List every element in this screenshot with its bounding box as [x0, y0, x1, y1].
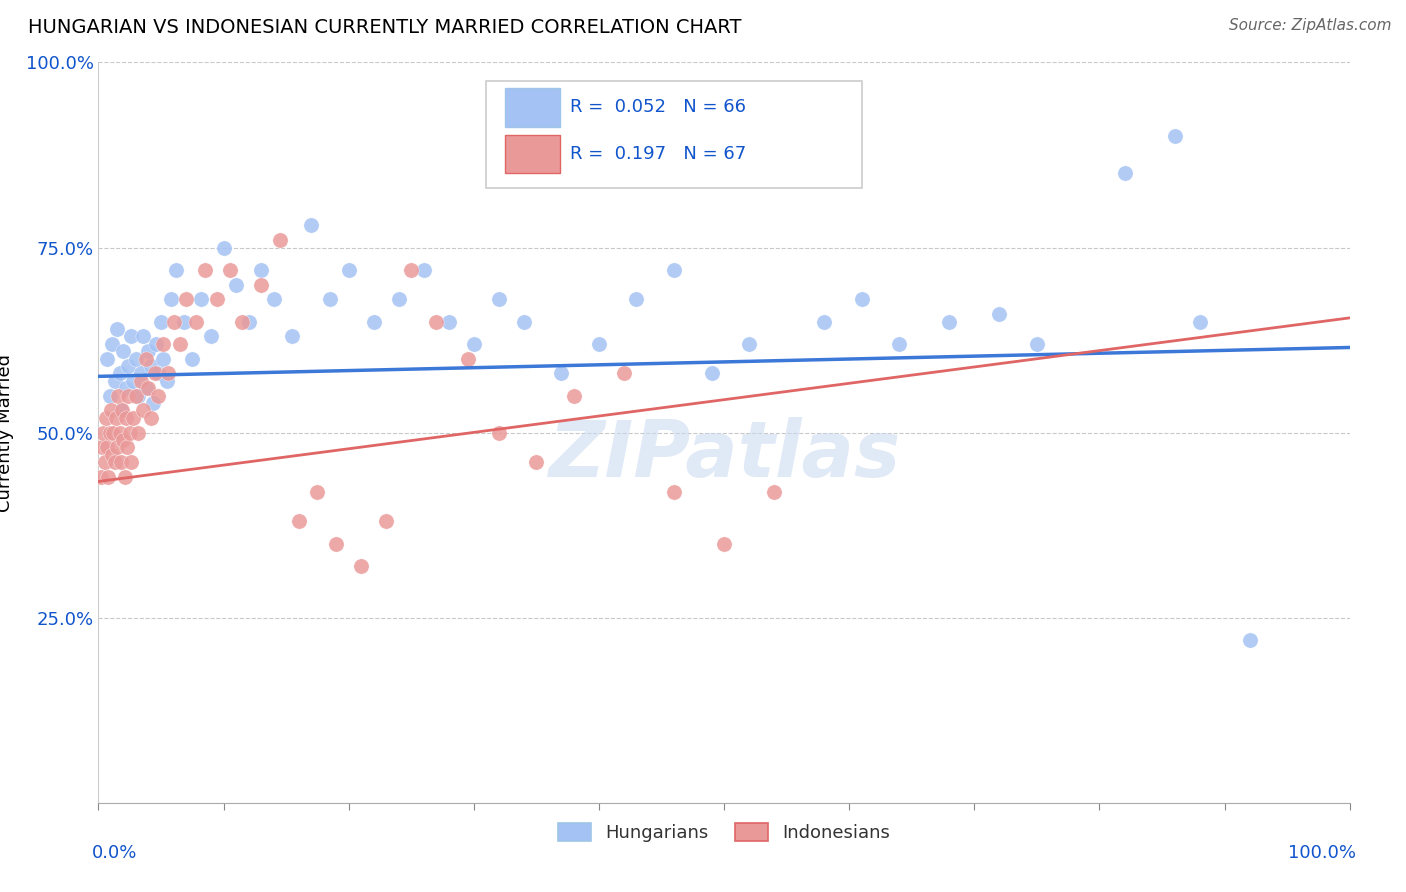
FancyBboxPatch shape	[505, 135, 560, 173]
FancyBboxPatch shape	[486, 81, 862, 188]
Text: Source: ZipAtlas.com: Source: ZipAtlas.com	[1229, 18, 1392, 33]
Text: R =  0.197   N = 67: R = 0.197 N = 67	[571, 145, 747, 162]
Text: 100.0%: 100.0%	[1288, 844, 1355, 862]
FancyBboxPatch shape	[505, 88, 560, 127]
Text: R =  0.052   N = 66: R = 0.052 N = 66	[571, 98, 747, 116]
Y-axis label: Currently Married: Currently Married	[0, 353, 14, 512]
Text: 0.0%: 0.0%	[93, 844, 138, 862]
Legend: Hungarians, Indonesians: Hungarians, Indonesians	[551, 815, 897, 849]
Text: ZIPatlas: ZIPatlas	[548, 417, 900, 493]
Text: HUNGARIAN VS INDONESIAN CURRENTLY MARRIED CORRELATION CHART: HUNGARIAN VS INDONESIAN CURRENTLY MARRIE…	[28, 18, 741, 37]
